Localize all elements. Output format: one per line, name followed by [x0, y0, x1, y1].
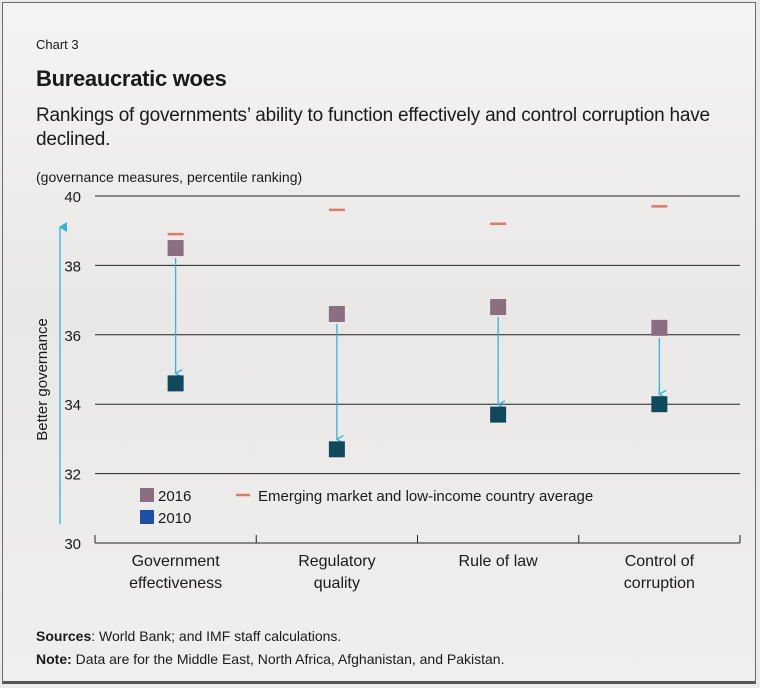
y-tick-label-36: 36 [64, 328, 81, 345]
sources-line: Sources: World Bank; and IMF staff calcu… [36, 628, 341, 644]
category-label-1-1: quality [314, 575, 360, 592]
y-tick-label-30: 30 [64, 536, 81, 553]
note-label: Note: [36, 651, 72, 667]
y-tick-label-32: 32 [64, 467, 81, 484]
category-label-0-0: Government [132, 553, 221, 570]
marker-2016-0 [167, 240, 184, 257]
legend-label-2016: 2016 [158, 488, 191, 505]
marker-2010-3 [651, 396, 668, 413]
chart-unit-note: (governance measures, percentile ranking… [36, 169, 303, 185]
marker-2016-2 [490, 299, 507, 316]
note-line: Note: Data are for the Middle East, Nort… [36, 651, 504, 667]
category-label-0-1: effectiveness [129, 575, 222, 592]
sources-label: Sources [36, 628, 92, 644]
legend-swatch-2010 [140, 510, 154, 524]
note-text: Data are for the Middle East, North Afri… [71, 651, 505, 667]
category-label-2-0: Rule of law [459, 553, 539, 570]
category-label-3-0: Control of [625, 553, 695, 570]
marker-2010-1 [328, 441, 345, 458]
chart-number-label: Chart 3 [36, 37, 79, 52]
chart-subtitle: Rankings of governments’ ability to func… [36, 105, 710, 150]
legend-label-2010: 2010 [158, 510, 191, 527]
y-axis-label: Better governance [34, 318, 51, 441]
marker-2016-1 [328, 305, 345, 322]
marker-2010-0 [167, 375, 184, 392]
legend-label-average: Emerging market and low-income country a… [258, 488, 593, 505]
y-tick-label-34: 34 [64, 397, 81, 414]
marker-2016-3 [651, 319, 668, 336]
sources-text: : World Bank; and IMF staff calculations… [91, 628, 342, 644]
category-label-1-0: Regulatory [298, 553, 375, 570]
marker-2010-2 [490, 406, 507, 423]
legend-swatch-2016 [140, 488, 154, 502]
y-tick-label-38: 38 [64, 258, 81, 275]
category-label-3-1: corruption [624, 575, 695, 592]
y-tick-label-40: 40 [64, 189, 81, 206]
chart-title: Bureaucratic woes [36, 66, 227, 91]
